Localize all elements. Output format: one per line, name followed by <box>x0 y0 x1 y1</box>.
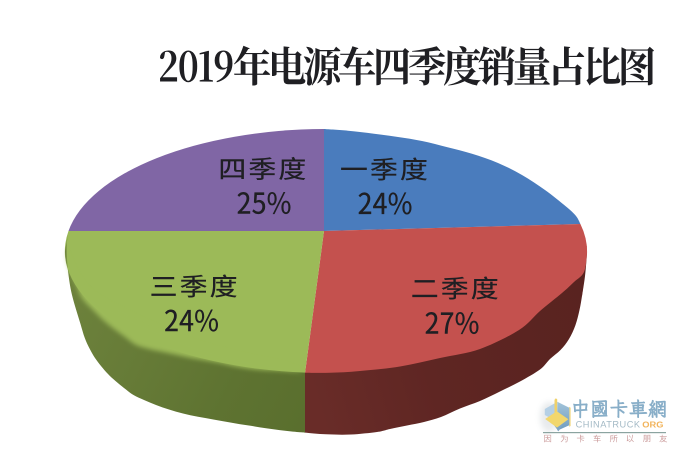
svg-text:ORG: ORG <box>642 419 664 429</box>
svg-text:CHINATRUCK: CHINATRUCK <box>576 419 641 429</box>
